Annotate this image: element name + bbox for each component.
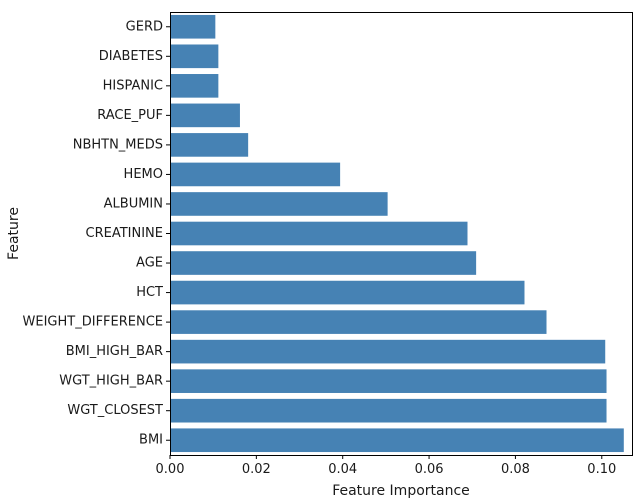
y-tick-label: WEIGHT_DIFFERENCE	[23, 315, 163, 330]
y-tick-label: NBHTN_MEDS	[73, 137, 163, 152]
bar-diabetes	[170, 44, 219, 69]
bar-bmi-high-bar	[170, 339, 606, 364]
y-axis-title: Feature	[6, 207, 22, 260]
x-axis-ticks: 0.00 0.02 0.04 0.06 0.08 0.10	[156, 455, 616, 477]
y-tick-label: DIABETES	[99, 49, 163, 64]
y-tick-label: HCT	[136, 285, 163, 300]
y-tick-label: CREATININE	[86, 226, 163, 241]
y-axis-ticks: GERD DIABETES HISPANIC RACE_PUF NBHTN_MEDS HE…	[23, 19, 170, 448]
bar-hispanic	[170, 74, 219, 98]
y-tick-label: RACE_PUF	[97, 108, 163, 123]
y-tick-label: WGT_CLOSEST	[67, 403, 163, 418]
x-tick-label: 0.10	[587, 462, 616, 477]
y-tick-label: AGE	[136, 256, 163, 271]
bar-weight-difference	[170, 310, 547, 334]
y-tick-label: ALBUMIN	[104, 196, 163, 211]
x-axis-title: Feature Importance	[332, 483, 470, 499]
bar-albumin	[170, 192, 388, 216]
bar-wgt-high-bar	[170, 369, 607, 393]
x-tick-label: 0.00	[156, 462, 185, 477]
y-tick-label: WGT_HIGH_BAR	[59, 374, 163, 389]
bar-nbhtn-meds	[170, 133, 249, 157]
bar-wgt-closest	[170, 398, 607, 423]
bars-layer	[170, 14, 624, 453]
x-tick-label: 0.02	[242, 462, 271, 477]
bar-hemo	[170, 162, 341, 187]
bar-age	[170, 251, 477, 275]
bar-creatinine	[170, 221, 468, 246]
y-tick-label: HEMO	[124, 167, 163, 182]
bar-bmi	[170, 428, 624, 453]
y-tick-label: BMI_HIGH_BAR	[66, 344, 163, 359]
y-tick-label: GERD	[126, 19, 163, 34]
x-tick-label: 0.04	[328, 462, 357, 477]
bar-hct	[170, 280, 525, 305]
bar-gerd	[170, 14, 216, 39]
bar-race-puf	[170, 103, 240, 128]
y-tick-label: HISPANIC	[103, 78, 163, 93]
plot-frame	[170, 12, 633, 456]
x-tick-label: 0.08	[501, 462, 530, 477]
x-tick-label: 0.06	[415, 462, 444, 477]
y-tick-label: BMI	[139, 433, 163, 448]
